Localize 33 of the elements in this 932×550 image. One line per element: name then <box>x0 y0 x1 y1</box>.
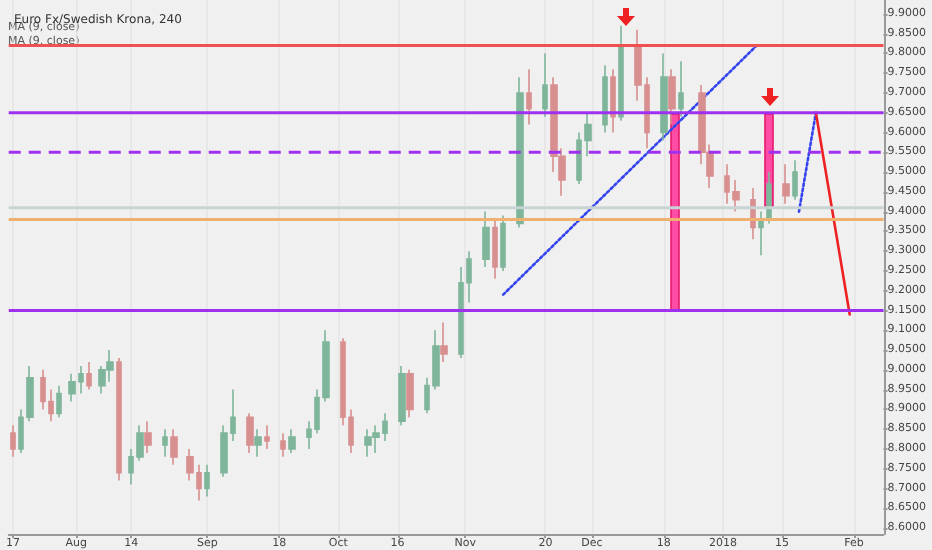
candlestick <box>516 76 524 229</box>
candlestick <box>610 68 616 134</box>
candlestick <box>68 373 76 403</box>
candlestick <box>602 64 608 134</box>
candlestick <box>280 432 286 458</box>
candlestick <box>660 52 668 142</box>
candlestick <box>618 24 624 122</box>
candlestick <box>264 424 270 450</box>
candlestick <box>288 428 296 454</box>
candlestick <box>56 384 62 419</box>
candlestick <box>364 428 372 458</box>
candlestick <box>758 210 764 256</box>
candlestick <box>86 361 92 391</box>
candlestick <box>246 412 254 454</box>
candlestick <box>500 214 506 272</box>
candlestick <box>792 159 798 201</box>
candlestick <box>406 369 414 419</box>
candlestick <box>492 218 498 280</box>
candlestick <box>482 210 490 268</box>
candlestick <box>542 52 548 118</box>
candlestick <box>116 357 122 482</box>
candlestick <box>254 428 262 458</box>
candlestick <box>440 321 448 363</box>
candlestick <box>170 428 178 466</box>
candlestick <box>782 163 790 205</box>
candlestick <box>526 68 532 126</box>
candlestick <box>144 420 152 454</box>
candlestick <box>162 428 168 458</box>
candlestick <box>204 463 210 498</box>
candlestick <box>678 60 684 118</box>
candlestick <box>668 68 676 126</box>
candlestick <box>10 424 16 458</box>
candlestick <box>398 365 406 427</box>
